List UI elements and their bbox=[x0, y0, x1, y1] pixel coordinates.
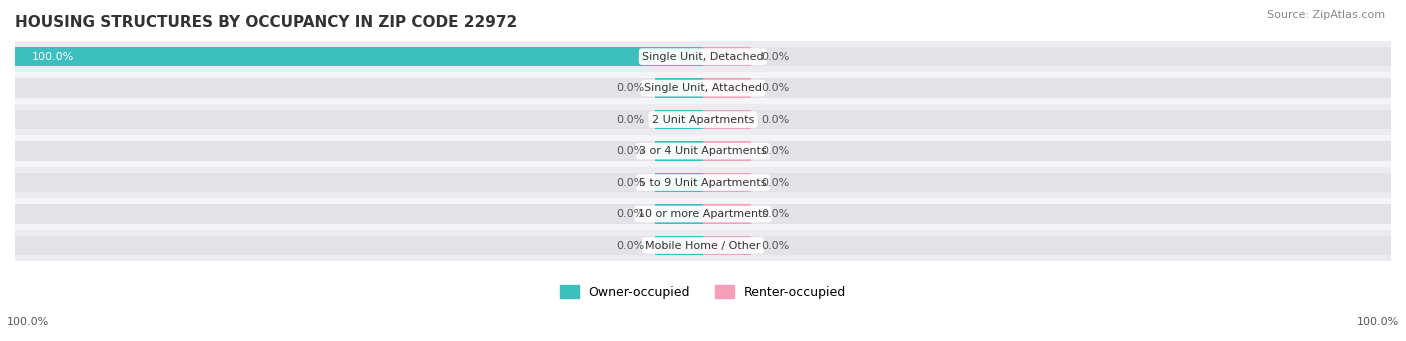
Text: 0.0%: 0.0% bbox=[616, 209, 644, 219]
Bar bbox=[655, 141, 703, 161]
Text: 3 or 4 Unit Apartments: 3 or 4 Unit Apartments bbox=[640, 146, 766, 156]
Text: Single Unit, Detached: Single Unit, Detached bbox=[643, 51, 763, 62]
Text: 100.0%: 100.0% bbox=[7, 317, 49, 327]
Text: 100.0%: 100.0% bbox=[32, 51, 75, 62]
Text: Single Unit, Attached: Single Unit, Attached bbox=[644, 83, 762, 93]
Bar bbox=[703, 204, 751, 224]
Bar bbox=[655, 78, 703, 98]
Bar bbox=[15, 72, 1391, 104]
Bar bbox=[703, 47, 751, 66]
Text: 0.0%: 0.0% bbox=[616, 240, 644, 251]
Bar bbox=[655, 204, 703, 224]
Bar bbox=[655, 173, 703, 192]
Text: HOUSING STRUCTURES BY OCCUPANCY IN ZIP CODE 22972: HOUSING STRUCTURES BY OCCUPANCY IN ZIP C… bbox=[15, 15, 517, 30]
Bar bbox=[655, 110, 703, 129]
Bar bbox=[15, 198, 1391, 230]
Bar bbox=[15, 236, 1391, 255]
Bar bbox=[15, 173, 1391, 192]
Text: 10 or more Apartments: 10 or more Apartments bbox=[638, 209, 768, 219]
Text: Source: ZipAtlas.com: Source: ZipAtlas.com bbox=[1267, 10, 1385, 20]
Text: 0.0%: 0.0% bbox=[762, 178, 790, 188]
Text: 0.0%: 0.0% bbox=[762, 209, 790, 219]
Text: Mobile Home / Other: Mobile Home / Other bbox=[645, 240, 761, 251]
Bar bbox=[655, 236, 703, 255]
Bar bbox=[15, 47, 1391, 66]
Bar bbox=[703, 141, 751, 161]
Text: 0.0%: 0.0% bbox=[616, 178, 644, 188]
Text: 0.0%: 0.0% bbox=[762, 51, 790, 62]
Text: 0.0%: 0.0% bbox=[616, 146, 644, 156]
Bar bbox=[15, 135, 1391, 167]
Text: 0.0%: 0.0% bbox=[762, 146, 790, 156]
Text: 100.0%: 100.0% bbox=[1357, 317, 1399, 327]
Text: 0.0%: 0.0% bbox=[762, 83, 790, 93]
Bar bbox=[703, 110, 751, 129]
Bar bbox=[15, 110, 1391, 129]
Bar bbox=[15, 78, 1391, 98]
Bar bbox=[15, 47, 703, 66]
Bar bbox=[15, 141, 1391, 161]
Text: 0.0%: 0.0% bbox=[762, 115, 790, 124]
Bar bbox=[703, 236, 751, 255]
Text: 0.0%: 0.0% bbox=[762, 240, 790, 251]
Text: 0.0%: 0.0% bbox=[616, 83, 644, 93]
Bar bbox=[15, 41, 1391, 72]
Bar bbox=[15, 104, 1391, 135]
Text: 0.0%: 0.0% bbox=[616, 115, 644, 124]
Bar bbox=[15, 204, 1391, 224]
Bar bbox=[15, 230, 1391, 261]
Bar bbox=[15, 167, 1391, 198]
Text: 2 Unit Apartments: 2 Unit Apartments bbox=[652, 115, 754, 124]
Bar bbox=[703, 78, 751, 98]
Legend: Owner-occupied, Renter-occupied: Owner-occupied, Renter-occupied bbox=[560, 285, 846, 299]
Bar bbox=[703, 173, 751, 192]
Text: 5 to 9 Unit Apartments: 5 to 9 Unit Apartments bbox=[640, 178, 766, 188]
